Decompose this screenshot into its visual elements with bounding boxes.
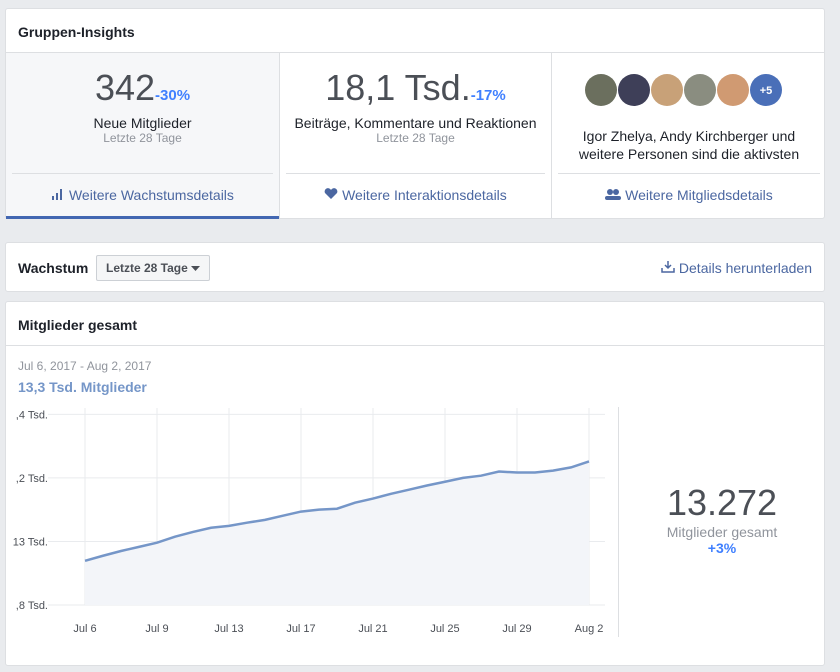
download-icon [661, 261, 675, 273]
download-text[interactable]: Details herunterladen [678, 260, 812, 276]
more-count: +5 [760, 85, 773, 97]
stat-change: -17% [470, 87, 506, 104]
interaction-link[interactable]: Weitere Interaktionsdetails [286, 173, 545, 203]
stat-change: -30% [155, 87, 191, 104]
avatar [585, 74, 617, 106]
stat-growth: 342-30% Neue Mitglieder Letzte 28 Tage W… [6, 53, 279, 219]
growth-title: Wachstum [18, 260, 89, 276]
avatar [684, 74, 716, 106]
avatar [618, 74, 650, 106]
summary-change: +3% [707, 540, 737, 556]
summary: 13.272 Mitglieder gesamt +3% [618, 482, 826, 556]
growth-card: Wachstum Letzte 28 Tage Details herunter… [5, 242, 825, 292]
avatar [651, 74, 683, 106]
link-text[interactable]: Weitere Interaktionsdetails [342, 187, 507, 203]
summary-label: Mitglieder gesamt [666, 524, 778, 540]
stat-period: Letzte 28 Tage [376, 131, 455, 145]
stat-period: Letzte 28 Tage [103, 131, 182, 145]
bar-icon [52, 189, 63, 200]
chart-title: Mitglieder gesamt [18, 317, 138, 333]
member-link[interactable]: Weitere Mitgliedsdetails [558, 173, 820, 203]
link-text[interactable]: Weitere Mitgliedsdetails [625, 187, 773, 203]
insights-card: Gruppen-Insights 342-30% Neue Mitglieder… [5, 8, 825, 219]
download-link[interactable]: Details herunterladen [661, 260, 812, 276]
summary-value: 13.272 [666, 482, 778, 523]
period-dropdown[interactable]: Letzte 28 Tage [96, 255, 211, 281]
people-icon [605, 189, 622, 200]
chart-card: Mitglieder gesamt Jul 6, 2017 - Aug 2, 2… [5, 301, 825, 666]
divider [6, 52, 824, 53]
stat-label: Igor Zhelya, Andy Kirchberger und weiter… [578, 128, 800, 162]
stat-label: Beiträge, Kommentare und Reaktionen [294, 115, 537, 131]
divider [618, 407, 619, 637]
heart-icon [324, 188, 338, 199]
stat-value: 18,1 Tsd. [325, 67, 471, 108]
growth-link[interactable]: Weitere Wachstumsdetails [12, 173, 273, 203]
link-text[interactable]: Weitere Wachstumsdetails [68, 187, 234, 203]
divider [6, 345, 824, 346]
chart-subtitle: Jul 6, 2017 - Aug 2, 2017 [18, 359, 152, 373]
avatar [717, 74, 749, 106]
dropdown-text[interactable]: Letzte 28 Tage [106, 261, 188, 275]
series-label: 13,3 Tsd. Mitglieder [18, 379, 147, 395]
card-title: Gruppen-Insights [18, 24, 135, 40]
more-avatar [750, 74, 782, 106]
stat-value: 342 [94, 67, 156, 108]
stat-label: Neue Mitglieder [93, 115, 192, 131]
avatars: +5 [552, 73, 826, 107]
avatar-row: +5 [585, 74, 782, 106]
stat-members: +5 Igor Zhelya, Andy Kirchberger und wei… [552, 53, 826, 219]
caret [191, 266, 201, 271]
stat-interactions: 18,1 Tsd.-17% Beiträge, Kommentare und R… [279, 53, 552, 219]
